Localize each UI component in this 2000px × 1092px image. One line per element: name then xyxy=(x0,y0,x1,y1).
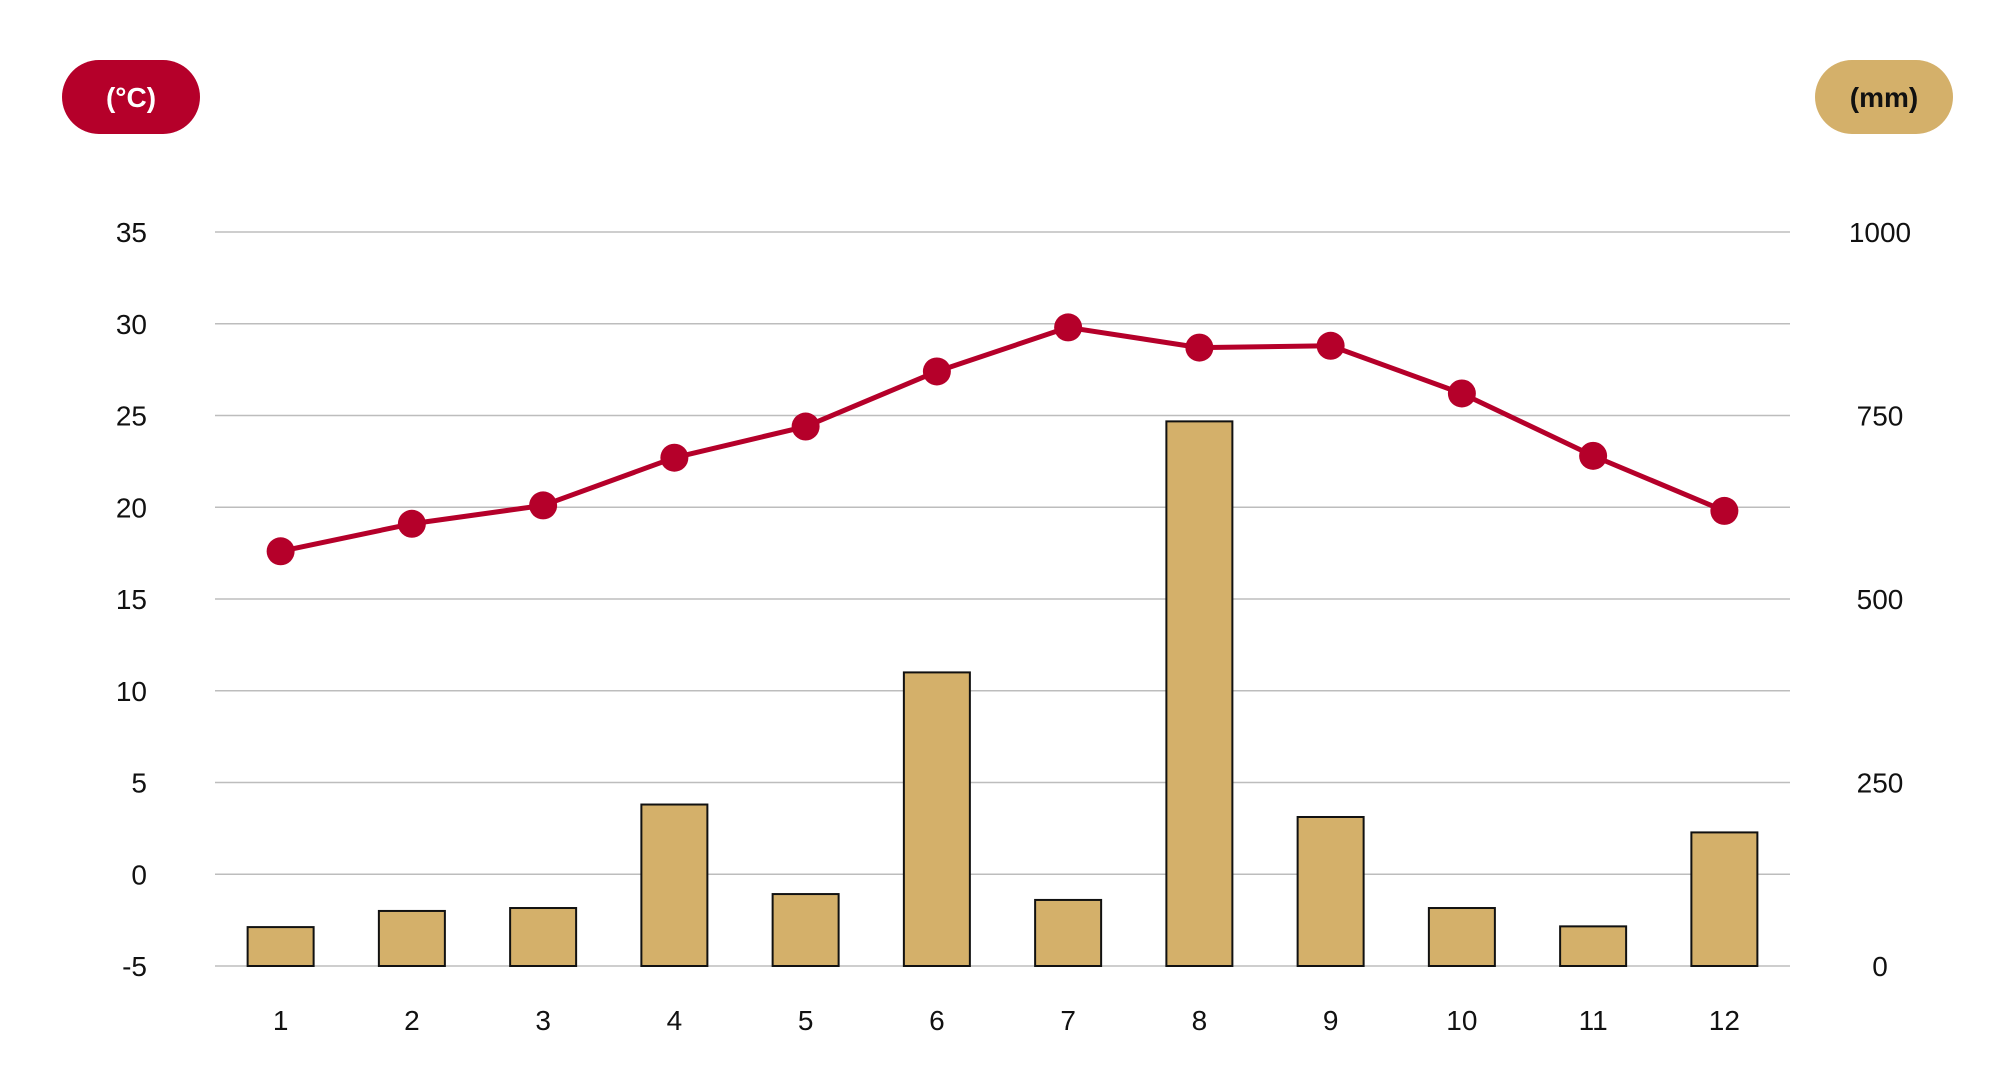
x-tick-label: 7 xyxy=(1060,1005,1076,1036)
precipitation-bar xyxy=(1427,907,1496,967)
x-tick-label: 2 xyxy=(404,1005,420,1036)
precipitation-bar xyxy=(1034,898,1103,967)
temperature-point xyxy=(1447,379,1476,408)
precipitation-bar xyxy=(1559,925,1628,968)
x-tick-label: 4 xyxy=(667,1005,683,1036)
left-tick-label: 20 xyxy=(116,492,147,523)
precipitation-bar xyxy=(1296,815,1365,967)
precipitation-bar xyxy=(246,926,315,968)
left-tick-label: 35 xyxy=(116,217,147,248)
right-tick-label: 0 xyxy=(1872,951,1888,982)
x-tick-label: 6 xyxy=(929,1005,945,1036)
left-tick-label: 10 xyxy=(116,676,147,707)
x-tick-label: 10 xyxy=(1446,1005,1477,1036)
temperature-point xyxy=(266,537,295,566)
left-tick-label: -5 xyxy=(122,951,147,982)
temperature-point xyxy=(791,412,820,441)
precipitation-bar xyxy=(771,893,840,967)
precipitation-bars xyxy=(246,420,1759,968)
temperature-point xyxy=(397,509,426,538)
left-tick-label: 0 xyxy=(131,859,147,890)
x-tick-label: 11 xyxy=(1579,1005,1608,1036)
x-tick-label: 1 xyxy=(273,1005,289,1036)
temperature-line xyxy=(280,324,1726,554)
left-tick-label: 30 xyxy=(116,309,147,340)
temperature-point xyxy=(1316,331,1345,360)
gridlines xyxy=(215,231,1790,967)
precipitation-bar xyxy=(640,803,709,968)
temperature-point xyxy=(660,443,689,472)
temperature-point xyxy=(1710,496,1739,525)
left-tick-label: 15 xyxy=(116,584,147,615)
left-axis-unit-label: (°C) xyxy=(106,82,156,113)
right-tick-label: 250 xyxy=(1857,768,1904,799)
precipitation-bar xyxy=(377,909,446,968)
precipitation-bar xyxy=(902,671,971,968)
right-tick-label: 750 xyxy=(1857,401,1904,432)
x-tick-label: 9 xyxy=(1323,1005,1339,1036)
right-tick-label: 500 xyxy=(1857,584,1904,615)
precipitation-bar xyxy=(509,907,578,967)
precipitation-bar xyxy=(1690,831,1759,967)
temperature-point xyxy=(1185,333,1214,362)
temperature-point xyxy=(1579,441,1608,470)
temperature-point xyxy=(1054,313,1083,342)
x-tick-label: 3 xyxy=(535,1005,551,1036)
precipitation-bar xyxy=(1165,420,1234,967)
temperature-point xyxy=(922,357,951,386)
right-axis-unit-label: (mm) xyxy=(1850,82,1918,113)
x-tick-label: 8 xyxy=(1192,1005,1208,1036)
right-tick-label: 1000 xyxy=(1849,217,1911,248)
temperature-point xyxy=(529,491,558,520)
temperature-line-series xyxy=(266,313,1739,566)
left-tick-label: 5 xyxy=(131,768,147,799)
left-axis-unit-pill: (°C) xyxy=(62,60,200,134)
x-tick-label: 12 xyxy=(1709,1005,1740,1036)
right-axis-unit-pill: (mm) xyxy=(1815,60,1953,134)
x-tick-label: 5 xyxy=(798,1005,814,1036)
left-tick-label: 25 xyxy=(116,401,147,432)
